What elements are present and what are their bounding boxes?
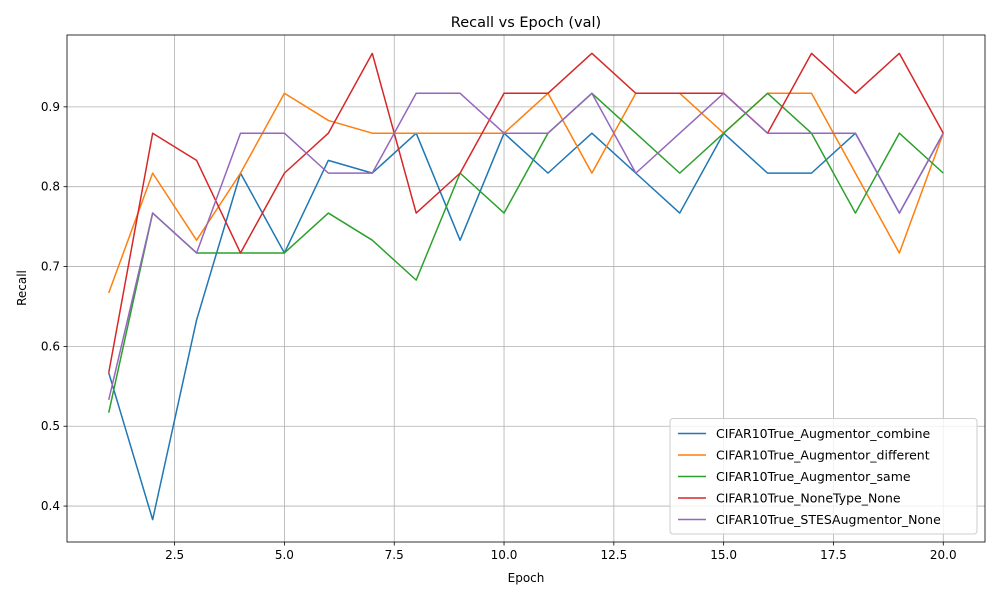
- legend-entry: CIFAR10True_NoneType_None: [716, 491, 901, 506]
- y-tick-label: 0.5: [41, 419, 60, 433]
- y-tick-label: 0.7: [41, 260, 60, 274]
- x-tick-label: 2.5: [165, 548, 184, 562]
- x-tick-label: 15.0: [710, 548, 737, 562]
- legend-box: [669, 418, 978, 535]
- legend-entry: CIFAR10True_Augmentor_same: [716, 469, 911, 484]
- y-tick-label: 0.9: [41, 100, 60, 114]
- legend: CIFAR10True_Augmentor_combine CIFAR10True…: [669, 418, 978, 535]
- x-tick-label: 17.5: [820, 548, 847, 562]
- axis-ticks: 2.5 5.0 7.5 10.0 12.5 15.0 17.5 20.0 0.4 0.5 0.6 0.…: [41, 100, 957, 562]
- series-line: [108, 92, 944, 294]
- x-tick-label: 20.0: [930, 548, 957, 562]
- legend-entry: CIFAR10True_Augmentor_different: [716, 448, 930, 463]
- chart-title: Recall vs Epoch (val): [451, 15, 601, 31]
- series-line: [108, 132, 944, 521]
- legend-entry: CIFAR10True_Augmentor_combine: [716, 426, 931, 441]
- x-tick-label: 7.5: [385, 548, 404, 562]
- y-tick-label: 0.8: [41, 180, 60, 194]
- x-tick-label: 12.5: [600, 548, 627, 562]
- x-tick-label: 5.0: [275, 548, 294, 562]
- series-line: [107, 92, 944, 413]
- series-line: [107, 52, 944, 373]
- y-axis-label: Recall: [15, 270, 29, 306]
- y-tick-label: 0.6: [41, 339, 60, 353]
- legend-entry: CIFAR10True_STESAugmentor_None: [716, 512, 941, 527]
- x-tick-label: 10.0: [491, 548, 518, 562]
- x-axis-label: Epoch: [508, 571, 545, 585]
- series-layer: [107, 52, 944, 521]
- series-line: [107, 92, 944, 401]
- plot-frame: [66, 34, 986, 543]
- y-tick-label: 0.4: [41, 499, 60, 513]
